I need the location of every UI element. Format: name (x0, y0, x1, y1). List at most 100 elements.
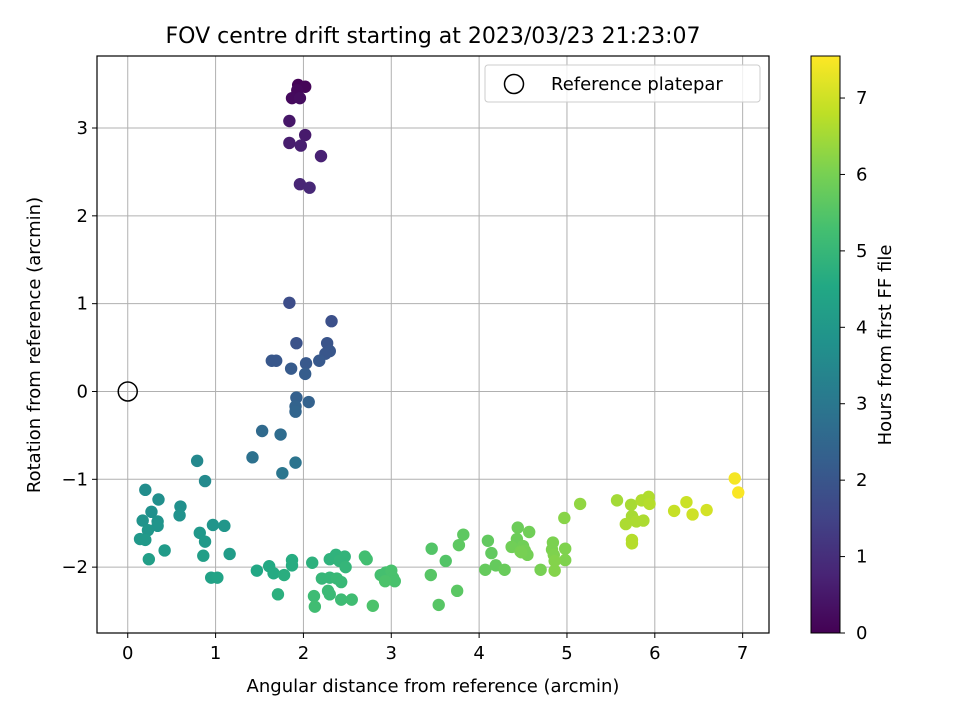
data-point (198, 474, 212, 488)
data-point (313, 354, 326, 367)
data-point (136, 514, 149, 527)
data-point (548, 564, 561, 577)
data-point (206, 518, 220, 532)
data-point (559, 542, 572, 555)
colorbar-gradient (810, 55, 841, 634)
data-point (325, 315, 338, 328)
data-point (360, 553, 373, 566)
data-point (573, 497, 587, 511)
data-point (700, 503, 713, 517)
colorbar-tick-label: 0 (856, 623, 867, 644)
y-tick-label: 1 (77, 294, 88, 315)
legend-entry-reference-platepar: Reference platepar (551, 74, 723, 95)
data-point (424, 568, 438, 582)
y-tick-label: 3 (77, 118, 88, 139)
data-point (277, 568, 291, 582)
colorbar-tick-label: 6 (856, 164, 867, 185)
data-point (339, 560, 352, 574)
x-tick-label: 7 (737, 643, 748, 664)
colorbar-tick-label: 3 (856, 394, 867, 415)
data-point (283, 296, 296, 309)
data-point (299, 357, 313, 370)
y-tick-label: 0 (77, 381, 88, 402)
data-point (308, 600, 322, 613)
data-point (432, 598, 445, 612)
data-point (686, 508, 699, 521)
colorbar-tick-label: 7 (856, 88, 867, 109)
data-point (307, 589, 321, 603)
y-tick-label: −1 (61, 469, 88, 490)
y-tick-label: −2 (61, 557, 88, 578)
x-tick-label: 6 (649, 643, 660, 664)
data-point (152, 493, 165, 506)
data-point (619, 517, 633, 531)
data-point (142, 553, 156, 566)
data-point (481, 534, 495, 547)
y-axis-ticks: −2 −1 0 1 2 3 (61, 118, 97, 578)
data-point (267, 567, 280, 580)
x-tick-label: 4 (473, 643, 484, 664)
data-point (289, 456, 302, 469)
data-point (667, 504, 681, 518)
x-axis-label: Angular distance from reference (arcmin) (247, 676, 620, 697)
data-point (366, 599, 380, 612)
data-point (139, 533, 152, 547)
data-point (479, 563, 492, 576)
data-point (558, 511, 571, 525)
colorbar-tick-label: 1 (856, 547, 867, 568)
data-point (289, 405, 302, 418)
data-point (335, 593, 348, 606)
data-point (302, 395, 315, 409)
x-tick-label: 1 (210, 643, 221, 664)
legend: Reference platepar (484, 64, 761, 103)
data-point (625, 537, 639, 550)
data-point (294, 139, 307, 152)
data-point (303, 181, 316, 194)
data-point (637, 514, 650, 527)
data-point (173, 509, 186, 522)
data-point (425, 542, 438, 555)
data-point (223, 547, 236, 561)
chart-title: FOV centre drift starting at 2023/03/23 … (166, 24, 701, 49)
data-point (680, 495, 693, 509)
data-point (511, 521, 524, 534)
data-point (345, 593, 358, 606)
x-tick-label: 2 (298, 643, 309, 664)
data-point (306, 556, 319, 569)
colorbar-ticks: 0 1 2 3 4 5 6 7 (840, 88, 867, 644)
colorbar-label: Hours from first FF file (875, 245, 896, 446)
data-point (323, 588, 336, 601)
data-point (283, 136, 296, 150)
y-tick-label: 2 (77, 206, 88, 227)
x-tick-label: 3 (386, 643, 397, 664)
data-point (151, 519, 164, 533)
data-point (624, 498, 638, 511)
data-point (246, 451, 259, 464)
x-tick-label: 0 (122, 643, 133, 664)
data-point (284, 362, 298, 375)
data-point (250, 564, 264, 577)
y-axis-label: Rotation from reference (arcmin) (24, 197, 45, 493)
plot-area (97, 56, 769, 633)
x-axis-ticks: 0 1 2 3 4 5 6 7 (122, 633, 748, 664)
data-point (283, 114, 296, 128)
data-point (145, 505, 158, 519)
legend-box (484, 64, 761, 103)
data-point (158, 544, 171, 557)
data-point (314, 149, 328, 163)
colorbar: 0 1 2 3 4 5 6 7 Hours from first FF file (810, 55, 896, 644)
data-point (485, 546, 498, 560)
data-point (378, 574, 392, 588)
data-point (271, 588, 285, 601)
data-points (133, 78, 745, 613)
data-point (559, 553, 572, 567)
data-point (732, 486, 745, 499)
colorbar-tick-label: 4 (856, 317, 867, 338)
data-point (548, 554, 561, 568)
data-point (450, 584, 464, 598)
data-point (498, 563, 511, 576)
data-point (388, 574, 401, 588)
data-point (457, 528, 470, 541)
data-point (534, 563, 547, 576)
